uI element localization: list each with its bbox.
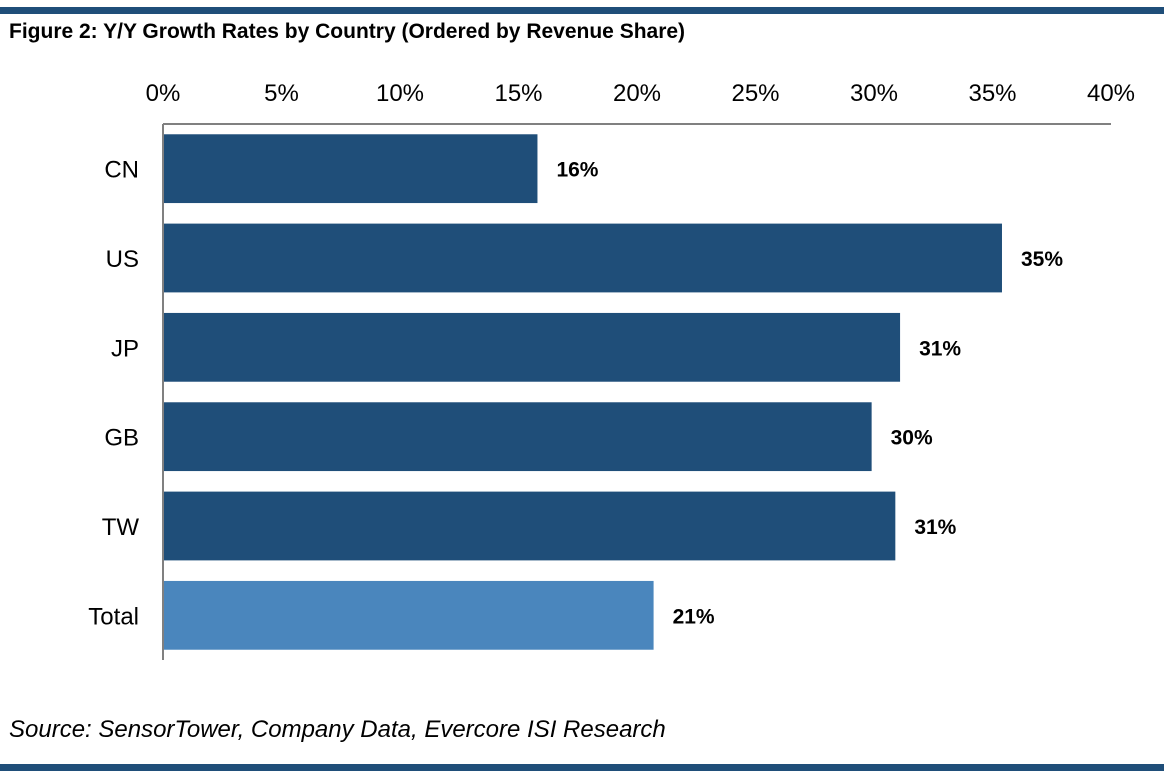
bar-cn [164,134,538,204]
source-note: Source: SensorTower, Company Data, Everc… [9,716,666,743]
x-tick-label: 20% [613,80,661,107]
value-label-total: 21% [673,605,715,628]
top-rule [0,7,1164,14]
x-tick-label: 0% [146,80,181,107]
x-tick-label: 30% [850,80,898,107]
category-label-total: Total [88,603,139,630]
category-label-cn: CN [104,157,139,184]
category-label-tw: TW [102,514,140,541]
x-tick-label: 5% [264,80,299,107]
bottom-rule [0,764,1164,771]
x-tick-label: 40% [1087,80,1135,107]
bar-gb [164,402,872,472]
value-label-us: 35% [1021,248,1063,271]
category-labels: CN US JP GB TW Total [88,157,139,631]
bars [164,134,1002,650]
category-label-jp: JP [111,335,139,362]
bar-us [164,223,1002,293]
x-tick-labels: 0% 5% 10% 15% 20% 25% 30% 35% 40% [146,80,1135,107]
value-label-gb: 30% [891,427,933,450]
figure-title: Figure 2: Y/Y Growth Rates by Country (O… [9,20,686,43]
category-label-us: US [106,246,139,273]
value-labels: 16% 35% 31% 30% 31% 21% [556,159,1063,629]
value-label-cn: 16% [556,159,598,182]
category-label-gb: GB [104,425,139,452]
x-tick-label: 25% [731,80,779,107]
bar-jp [164,312,901,382]
x-tick-label: 35% [968,80,1016,107]
value-label-jp: 31% [919,337,961,360]
bar-tw [164,491,896,561]
x-tick-label: 10% [376,80,424,107]
value-label-tw: 31% [914,516,956,539]
bar-total [164,580,654,650]
x-tick-label: 15% [494,80,542,107]
